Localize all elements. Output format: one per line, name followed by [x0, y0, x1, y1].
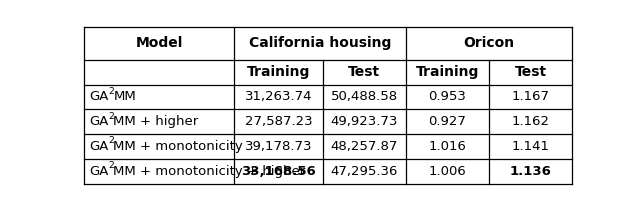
Text: 0.927: 0.927: [428, 115, 467, 128]
Text: 1.006: 1.006: [428, 165, 466, 178]
Text: 33,168.56: 33,168.56: [241, 165, 316, 178]
Text: Model: Model: [136, 36, 183, 50]
Text: Oricon: Oricon: [463, 36, 515, 50]
Text: 1.016: 1.016: [428, 140, 467, 153]
Text: 48,257.87: 48,257.87: [330, 140, 398, 153]
Text: GA: GA: [89, 115, 108, 128]
Text: GA: GA: [89, 165, 108, 178]
Text: 31,263.74: 31,263.74: [244, 90, 312, 104]
Text: 1.167: 1.167: [511, 90, 550, 104]
Text: Test: Test: [348, 66, 380, 79]
Text: 39,178.73: 39,178.73: [244, 140, 312, 153]
Text: 0.953: 0.953: [428, 90, 467, 104]
Text: 27,587.23: 27,587.23: [244, 115, 312, 128]
Text: 49,923.73: 49,923.73: [330, 115, 398, 128]
Text: GA: GA: [89, 140, 108, 153]
Text: GA: GA: [89, 90, 108, 104]
Text: 1.136: 1.136: [509, 165, 552, 178]
Text: 47,295.36: 47,295.36: [330, 165, 398, 178]
Text: MM + monotonicity + higher: MM + monotonicity + higher: [113, 165, 305, 178]
Text: 50,488.58: 50,488.58: [331, 90, 398, 104]
Text: 1.141: 1.141: [511, 140, 550, 153]
Text: Training: Training: [247, 66, 310, 79]
Text: MM + higher: MM + higher: [113, 115, 198, 128]
Text: Test: Test: [515, 66, 547, 79]
Text: 2: 2: [108, 87, 114, 96]
Text: MM: MM: [113, 90, 136, 104]
Text: California housing: California housing: [249, 36, 391, 50]
Text: 1.162: 1.162: [511, 115, 550, 128]
Text: 2: 2: [108, 136, 114, 146]
Text: MM + monotonicity: MM + monotonicity: [113, 140, 243, 153]
Text: 2: 2: [108, 161, 114, 170]
Text: 2: 2: [108, 112, 114, 121]
Text: Training: Training: [415, 66, 479, 79]
